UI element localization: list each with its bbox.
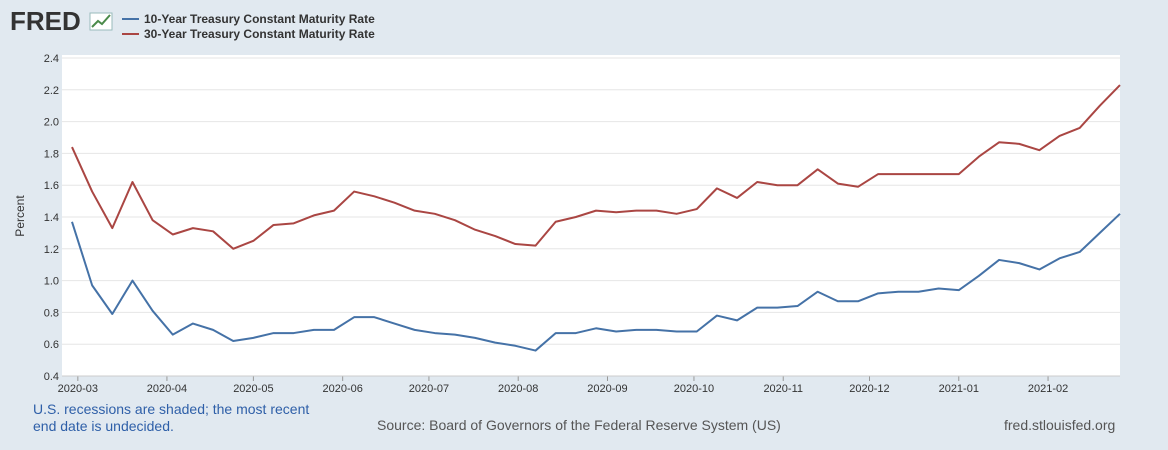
y-tick-label: 0.8 [44, 307, 59, 319]
x-tick-label: 2020-11 [763, 383, 803, 395]
site: fred.stlouisfed.org [1004, 417, 1116, 433]
logo: FRED [10, 6, 81, 36]
series-line [71, 84, 1121, 250]
legend-label: 30-Year Treasury Constant Maturity Rate [144, 27, 375, 41]
source: Source: Board of Governors of the Federa… [377, 417, 781, 433]
series-line [71, 213, 1121, 352]
legend-label: 10-Year Treasury Constant Maturity Rate [144, 12, 375, 26]
note: U.S. recessions are shaded; the most rec… [33, 401, 310, 434]
x-tick-label: 2020-07 [409, 383, 449, 395]
y-tick-label: 1.6 [44, 180, 59, 192]
x-tick-label: 2020-06 [322, 383, 362, 395]
x-tick-label: 2020-09 [587, 383, 627, 395]
y-axis-label: Percent [13, 195, 27, 237]
y-tick-label: 1.2 [44, 244, 59, 256]
y-tick-label: 1.4 [44, 212, 59, 224]
x-tick-label: 2020-10 [674, 383, 714, 395]
x-tick-label: 2020-05 [233, 383, 273, 395]
x-tick-label: 2021-01 [939, 383, 979, 395]
y-tick-label: 1.0 [44, 276, 59, 288]
plot-area [62, 55, 1120, 376]
x-tick-label: 2021-02 [1028, 383, 1068, 395]
y-tick-label: 2.0 [44, 117, 59, 129]
x-tick-label: 2020-04 [147, 383, 187, 395]
y-tick-label: 0.6 [44, 339, 59, 351]
y-tick-label: 2.2 [44, 85, 59, 97]
logo-icon [89, 12, 113, 31]
y-tick-label: 1.8 [44, 148, 59, 160]
y-tick-label: 0.4 [44, 371, 59, 383]
x-tick-label: 2020-08 [498, 383, 538, 395]
x-tick-label: 2020-12 [849, 383, 889, 395]
y-tick-label: 2.4 [44, 53, 59, 65]
x-tick-label: 2020-03 [58, 383, 98, 395]
